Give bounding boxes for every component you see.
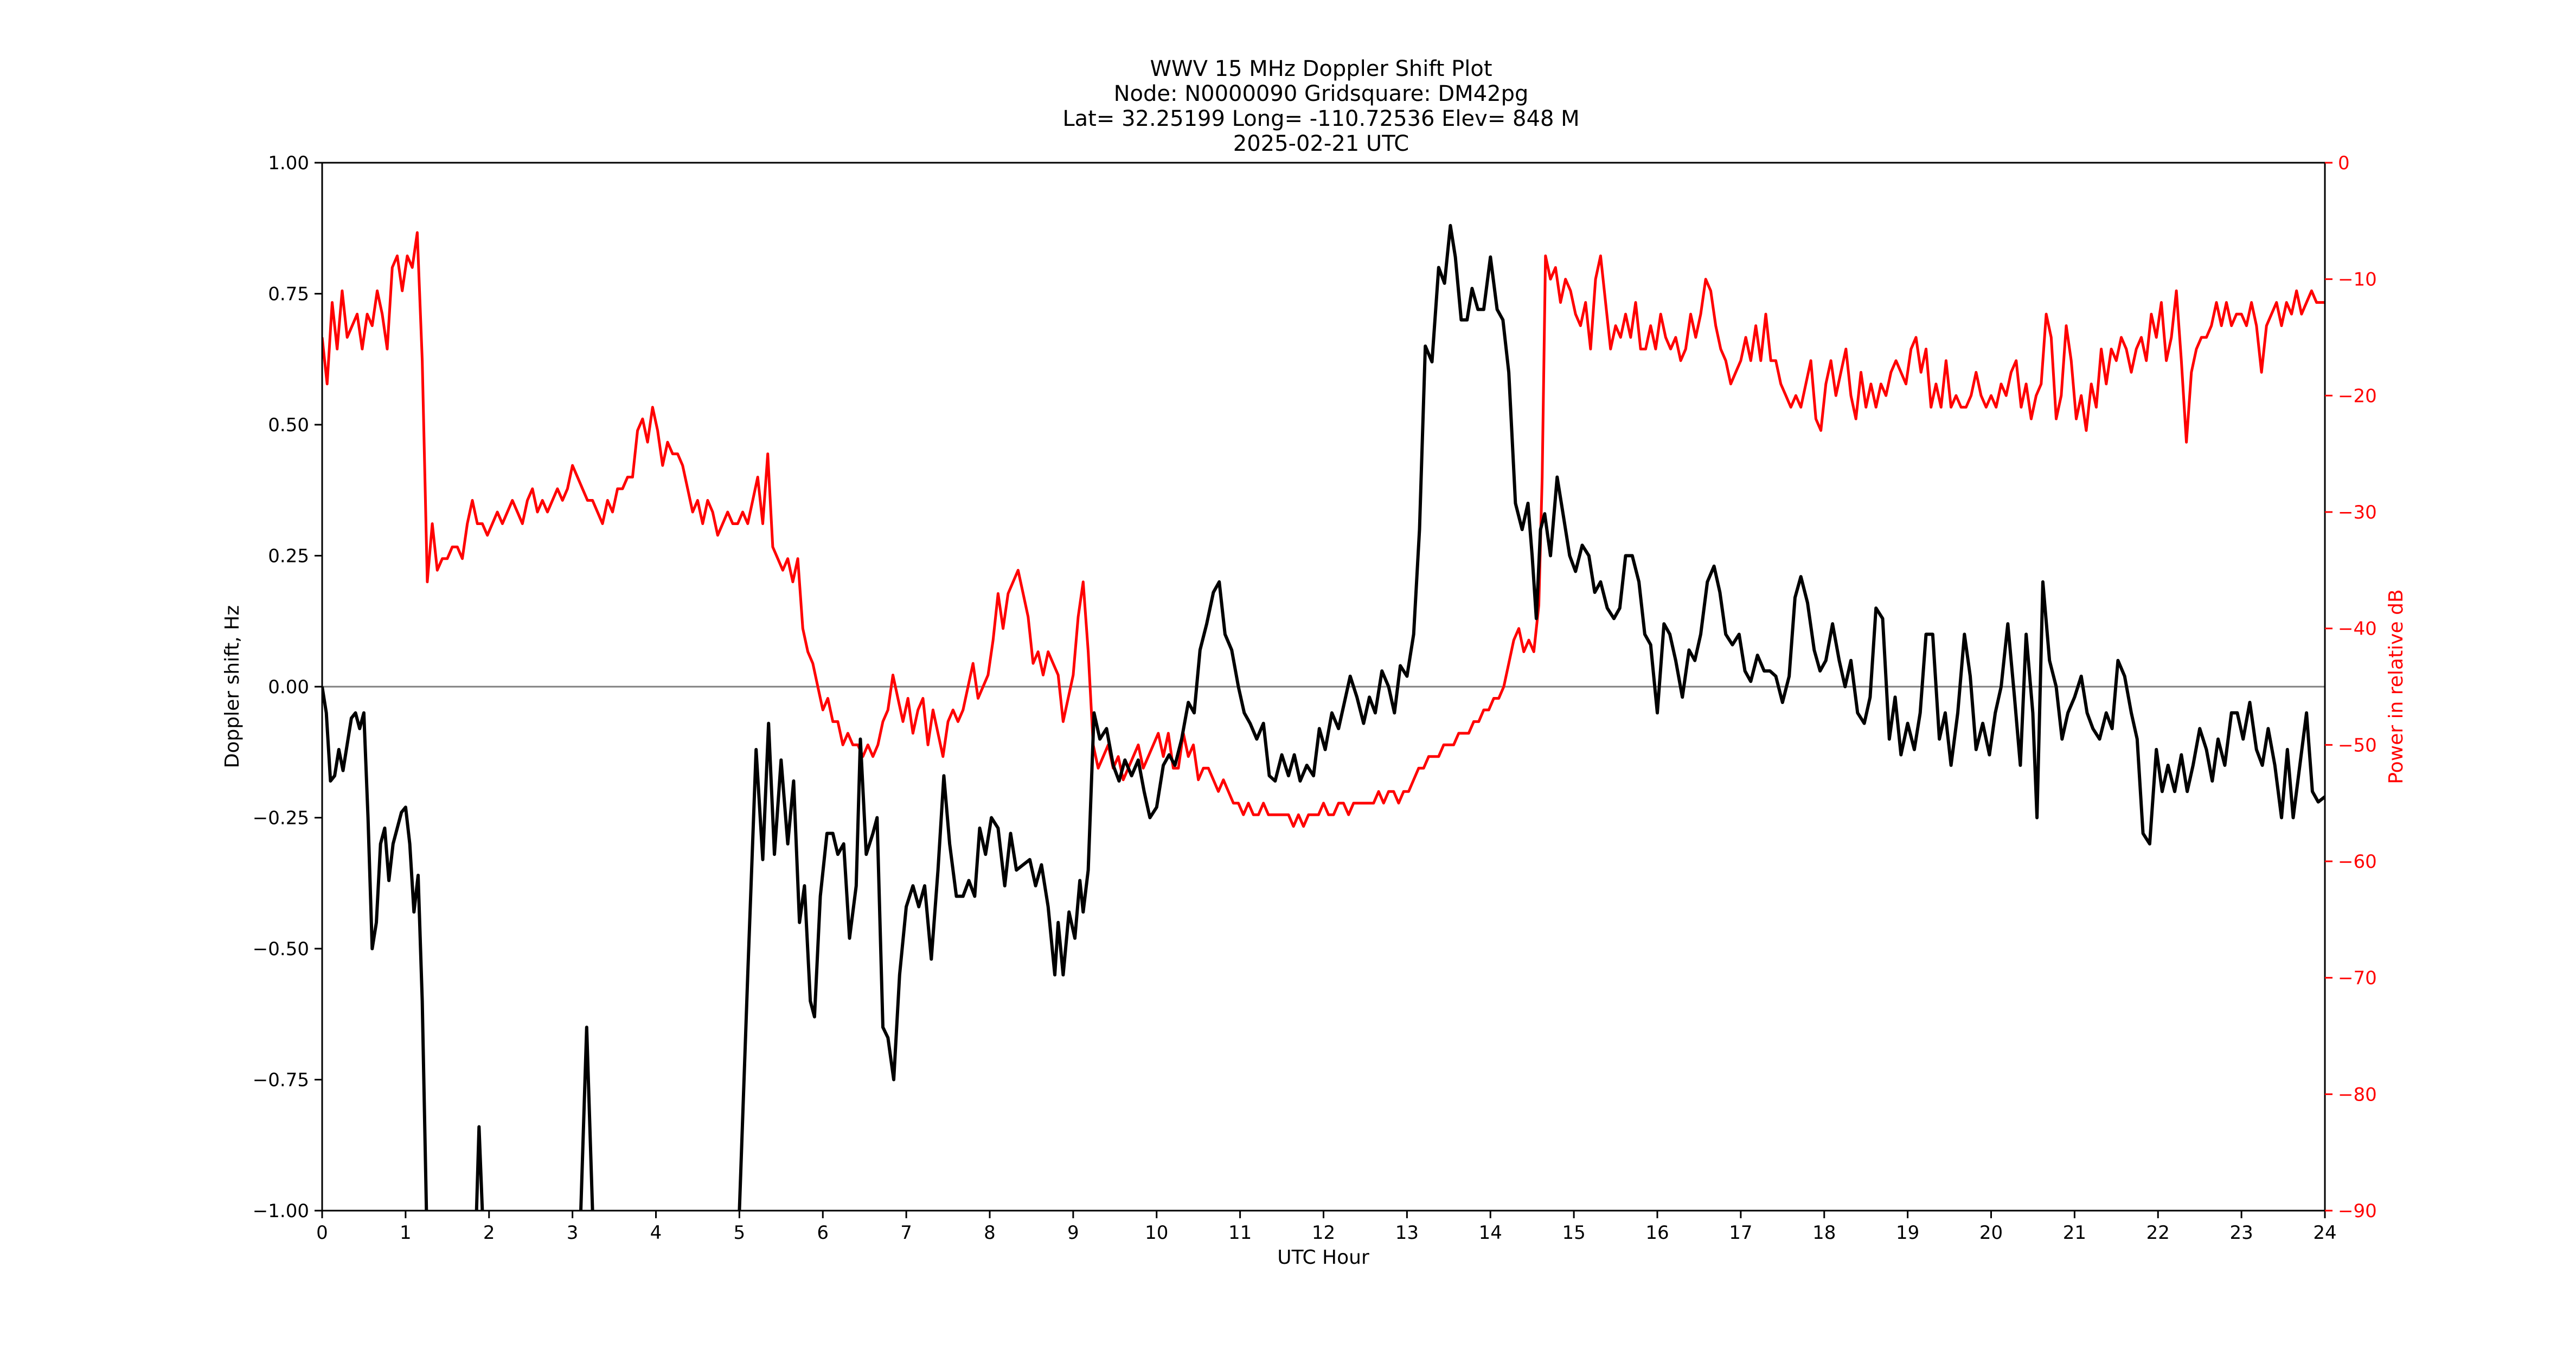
title-line-3: Lat= 32.25199 Long= -110.72536 Elev= 848… [1062, 106, 1579, 131]
y-tick-label: −1.00 [253, 1200, 309, 1222]
y2-tick-label: −10 [2338, 269, 2377, 291]
x-tick-label: 18 [1812, 1222, 1836, 1244]
x-tick-label: 19 [1896, 1222, 1919, 1244]
x-tick-label: 8 [984, 1222, 996, 1244]
y2-tick-label: 0 [2338, 152, 2350, 174]
y-tick-label: −0.75 [253, 1070, 309, 1091]
y-tick-label: 1.00 [268, 152, 309, 174]
plot-area [322, 223, 2325, 1211]
x-tick-label: 11 [1228, 1222, 1252, 1244]
x-tick-label: 12 [1312, 1222, 1335, 1244]
x-tick-label: 7 [900, 1222, 912, 1244]
x-tick-label: 21 [2063, 1222, 2086, 1244]
y-tick-label: 0.75 [268, 284, 309, 305]
y2-tick-label: −90 [2338, 1200, 2377, 1222]
y-tick-label: −0.25 [253, 808, 309, 829]
x-tick-label: 14 [1479, 1222, 1502, 1244]
x-tick-label: 17 [1729, 1222, 1752, 1244]
y-tick-label: 0.50 [268, 414, 309, 436]
power-series-line [322, 231, 2325, 828]
y-tick-label: 0.00 [268, 676, 309, 698]
y2-axis-ticks: 0 −10 −20 −30 −40 −50 −60 −70 −80 −90 [2325, 152, 2377, 1222]
y2-tick-label: −20 [2338, 385, 2377, 407]
y2-tick-label: −60 [2338, 851, 2377, 873]
y2-tick-label: −70 [2338, 968, 2377, 989]
x-axis-ticks: 0 1 2 3 4 5 6 7 8 9 10 11 12 13 14 15 16 17 18 19 20 21 22 23 24 [316, 1211, 2337, 1244]
y-axis-label: Doppler shift, Hz [221, 605, 243, 768]
y-axis-ticks: 1.00 0.75 0.50 0.25 0.00 −0.25 −0.50 −0.75 −1.00 [253, 152, 322, 1222]
x-tick-label: 2 [483, 1222, 495, 1244]
y2-tick-label: −50 [2338, 734, 2377, 756]
title-line-2: Node: N0000090 Gridsquare: DM42pg [1114, 81, 1529, 106]
y2-tick-label: −30 [2338, 502, 2377, 523]
x-tick-label: 5 [734, 1222, 746, 1244]
x-tick-label: 10 [1145, 1222, 1168, 1244]
x-tick-label: 4 [650, 1222, 662, 1244]
x-tick-label: 0 [316, 1222, 328, 1244]
y-tick-label: −0.50 [253, 938, 309, 960]
x-tick-label: 6 [817, 1222, 829, 1244]
y-tick-label: 0.25 [268, 546, 309, 567]
x-tick-label: 23 [2229, 1222, 2253, 1244]
x-tick-label: 16 [1645, 1222, 1669, 1244]
title-line-4: 2025-02-21 UTC [1233, 131, 1409, 156]
x-tick-label: 22 [2146, 1222, 2170, 1244]
doppler-series-line [322, 223, 2325, 1211]
x-tick-label: 20 [1979, 1222, 2003, 1244]
x-tick-label: 24 [2313, 1222, 2336, 1244]
x-tick-label: 15 [1562, 1222, 1585, 1244]
title-line-1: WWV 15 MHz Doppler Shift Plot [1150, 56, 1492, 81]
y2-tick-label: −40 [2338, 618, 2377, 640]
chart-title: WWV 15 MHz Doppler Shift Plot Node: N000… [1062, 56, 1579, 156]
x-tick-label: 3 [567, 1222, 579, 1244]
x-tick-label: 13 [1395, 1222, 1419, 1244]
y2-axis-label: Power in relative dB [2385, 589, 2407, 784]
x-axis-label: UTC Hour [1277, 1246, 1369, 1269]
y2-tick-label: −80 [2338, 1084, 2377, 1105]
x-tick-label: 9 [1067, 1222, 1079, 1244]
x-tick-label: 1 [400, 1222, 412, 1244]
